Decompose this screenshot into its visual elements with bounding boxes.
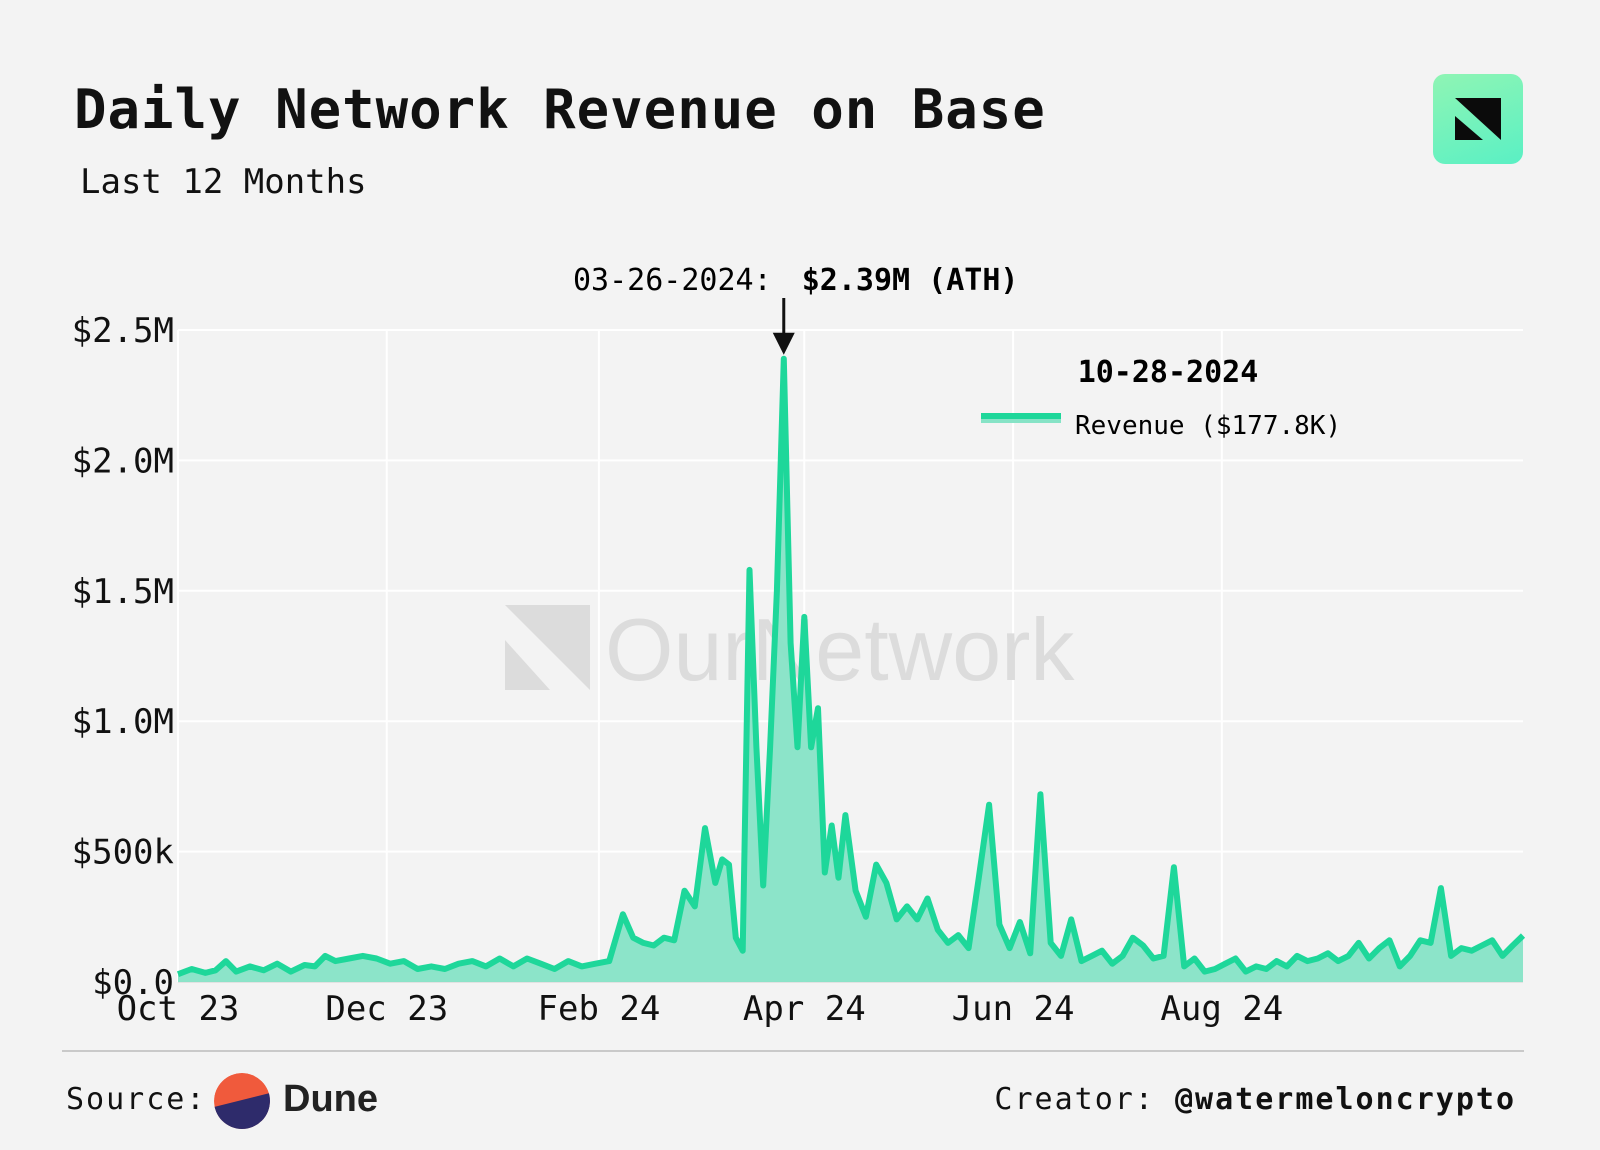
x-tick-label: Dec 23 — [325, 989, 448, 1029]
creator-handle: @watermeloncrypto — [1174, 1082, 1516, 1117]
y-tick-label: $0.0 — [92, 963, 174, 1003]
source-label: Source: — [66, 1082, 207, 1117]
watermark: OurNetwork — [505, 600, 1075, 699]
ath-annotation: 03-26-2024: $2.39M (ATH) — [573, 263, 1019, 355]
legend: 10-28-2024 Revenue ($177.8K) — [981, 355, 1341, 441]
x-tick-label: Oct 23 — [117, 989, 240, 1029]
x-tick-label: Jun 24 — [952, 989, 1075, 1029]
ournetwork-logo — [1433, 74, 1523, 164]
chart-subtitle: Last 12 Months — [80, 162, 367, 202]
chart-title: Daily Network Revenue on Base — [74, 78, 1046, 141]
dune-logo — [214, 1073, 270, 1129]
y-tick-label: $500k — [72, 833, 174, 873]
source-name: Dune — [283, 1078, 378, 1120]
creator-credit: Creator: @watermeloncrypto — [994, 1082, 1516, 1117]
ath-value: $2.39M (ATH) — [802, 263, 1019, 298]
watermark-text: OurNetwork — [605, 600, 1075, 699]
y-tick-label: $1.0M — [72, 702, 174, 742]
legend-label: Revenue ($177.8K) — [1075, 411, 1341, 441]
ath-date: 03-26-2024: — [573, 263, 772, 298]
dune-logo-icon — [214, 1073, 270, 1129]
x-tick-label: Feb 24 — [538, 989, 661, 1029]
legend-date: 10-28-2024 — [1078, 355, 1259, 390]
y-tick-label: $2.0M — [72, 441, 174, 481]
y-tick-label: $1.5M — [72, 572, 174, 612]
watermark-logo-triangle-top — [505, 605, 590, 690]
creator-label: Creator: — [994, 1082, 1155, 1117]
axes: $0.0 $500k $1.0M $1.5M $2.0M $2.5M Oct 23 Dec 2… — [72, 311, 1284, 1029]
x-tick-label: Aug 24 — [1160, 989, 1283, 1029]
revenue-line — [176, 355, 1526, 978]
ournetwork-logo-icon — [1455, 98, 1501, 140]
watermark-logo-triangle-bottom — [505, 640, 550, 690]
footer-divider — [62, 1050, 1524, 1052]
ath-arrow-head — [772, 332, 795, 355]
legend-swatch-line — [981, 413, 1061, 419]
x-tick-label: Apr 24 — [743, 989, 866, 1029]
y-tick-label: $2.5M — [72, 311, 174, 351]
ath-annotation-text: 03-26-2024: $2.39M (ATH) — [573, 263, 1019, 298]
